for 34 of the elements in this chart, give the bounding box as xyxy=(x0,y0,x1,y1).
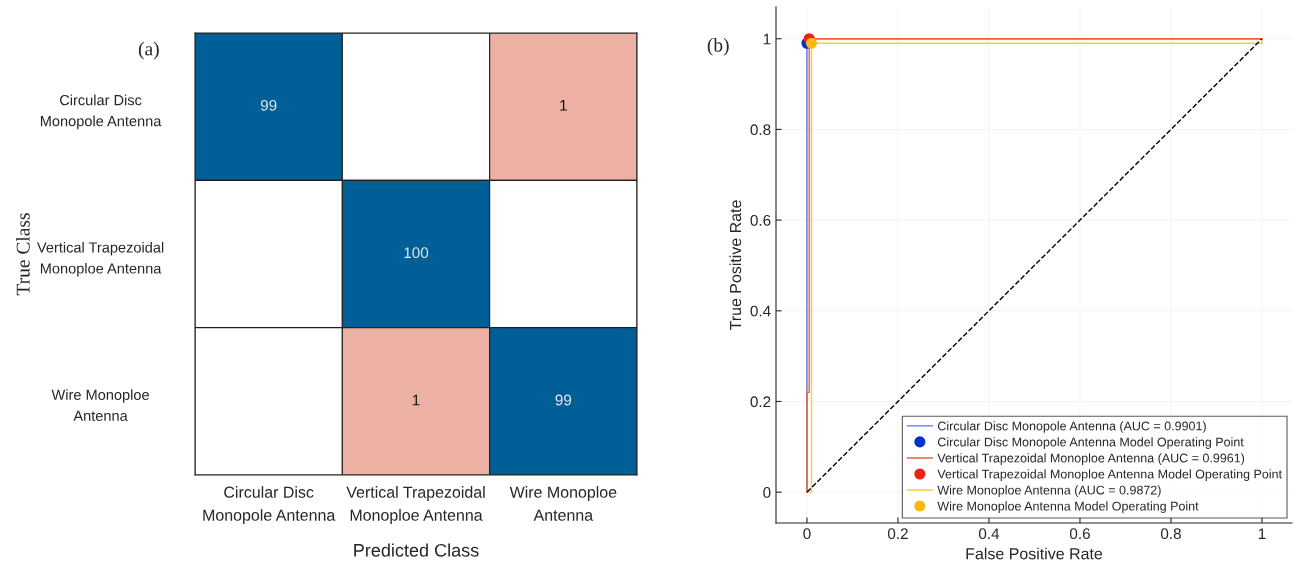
y-tick-label: 0.8 xyxy=(750,124,771,136)
legend-label: Circular Disc Monopole Antenna Model Operating Point xyxy=(937,437,1244,449)
legend-label: Wire Monoploe Antenna Model Operating Point xyxy=(937,501,1199,513)
y-tick-label: 0.4 xyxy=(750,305,771,317)
data-label: 100 xyxy=(404,247,429,259)
data-label: 99 xyxy=(555,394,572,406)
y-tick-label: 1 xyxy=(763,33,771,45)
legend-label: Circular Disc Monopole Antenna (AUC = 0.9901) xyxy=(937,421,1206,433)
y-tick-label: Vertical Trapezoidal Monoploe Antenna xyxy=(36,241,164,277)
y-tick-label: Wire Monoploe Antenna xyxy=(51,389,149,421)
y-tick-label: 0.6 xyxy=(750,214,771,226)
y-tick-label: Circular Disc Monopole Antenna xyxy=(40,94,162,130)
x-tick-label: 0.6 xyxy=(1069,528,1090,540)
x-tick-label: Circular Disc Monopole Antenna xyxy=(203,486,336,524)
y-tick-label: 0.2 xyxy=(750,396,771,408)
x-tick-label: 1 xyxy=(1258,528,1266,539)
text: (a) xyxy=(138,41,159,60)
text: (b) xyxy=(707,37,729,56)
x-tick-label: Vertical Trapezoidal Monoploe Antenna xyxy=(346,486,485,524)
x-tick-label: 0 xyxy=(803,528,811,540)
x-tick-label: 0.2 xyxy=(887,528,908,540)
legend-label: Wire Monoploe Antenna (AUC = 0.9872) xyxy=(937,485,1161,497)
data-label: 1 xyxy=(560,100,567,111)
legend-label: Vertical Trapezoidal Monoploe Antenna (AUC = 0.9961) xyxy=(937,453,1245,465)
legend-label: Vertical Trapezoidal Monoploe Antenna Model Operating Point xyxy=(937,469,1282,481)
x-axis-title: Predicted Class xyxy=(354,543,479,557)
x-tick-label: 0.4 xyxy=(978,528,1000,540)
y-axis-title: True Class xyxy=(16,213,30,296)
x-axis-title: False Positive Rate xyxy=(966,547,1103,560)
x-tick-label: 0.8 xyxy=(1160,528,1181,540)
y-axis-title: True Positive Rate xyxy=(729,200,742,331)
data-label: 1 xyxy=(412,394,420,406)
x-tick-label: Wire Monoploe Antenna xyxy=(509,486,617,521)
data-label: 99 xyxy=(260,99,277,111)
